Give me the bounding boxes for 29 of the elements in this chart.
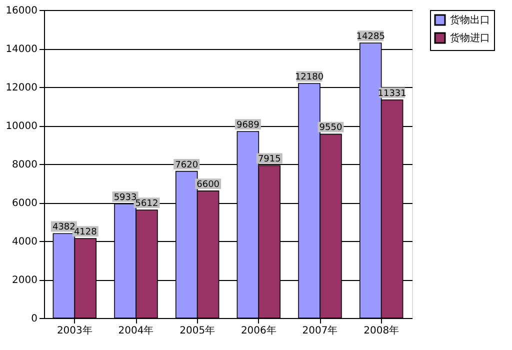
data-label: 7915 bbox=[258, 154, 281, 165]
y-tick-label: 8000 bbox=[12, 160, 38, 170]
y-tick-label: 12000 bbox=[6, 82, 38, 94]
data-label: 12180 bbox=[294, 72, 324, 83]
data-label: 7620 bbox=[175, 160, 198, 170]
x-tick-label: 2005年 bbox=[180, 324, 216, 336]
data-label: 14285 bbox=[356, 32, 385, 42]
data-label: 5933 bbox=[114, 192, 137, 203]
y-tick-label: 2000 bbox=[12, 275, 38, 286]
y-tick-label: 0 bbox=[31, 314, 38, 324]
data-label: 11331 bbox=[378, 88, 406, 99]
legend-label: 货物出口 bbox=[450, 14, 490, 26]
x-tick-label: 2003年 bbox=[56, 324, 92, 336]
x-tick-label: 2004年 bbox=[118, 324, 154, 336]
y-tick-label: 10000 bbox=[6, 121, 38, 132]
x-tick-label: 2006年 bbox=[240, 324, 276, 336]
data-label: 6600 bbox=[196, 180, 220, 190]
y-tick-label: 6000 bbox=[12, 198, 38, 209]
x-tick-label: 2008年 bbox=[364, 324, 400, 336]
y-tick-label: 14000 bbox=[6, 44, 38, 55]
data-label: 4128 bbox=[74, 228, 98, 238]
data-label: 5612 bbox=[135, 198, 158, 209]
data-label: 9550 bbox=[319, 123, 342, 134]
legend-label: 货物进口 bbox=[450, 32, 490, 44]
data-label: 4382 bbox=[52, 222, 76, 233]
y-tick-label: 16000 bbox=[6, 6, 38, 16]
x-tick-label: 2007年 bbox=[302, 324, 338, 336]
data-label: 9689 bbox=[236, 120, 260, 130]
y-tick-label: 4000 bbox=[12, 236, 38, 248]
